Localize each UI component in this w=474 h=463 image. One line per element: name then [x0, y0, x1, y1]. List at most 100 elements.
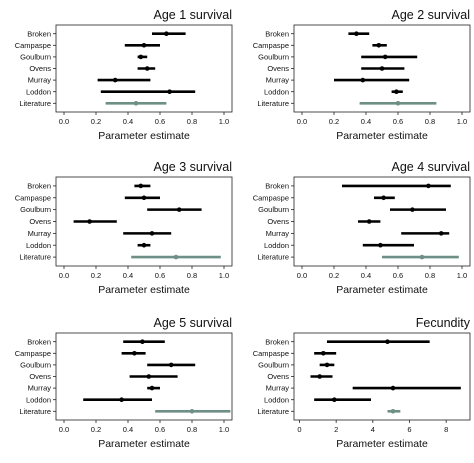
estimate-point-goulburn	[324, 362, 330, 368]
category-label: Literature	[257, 99, 289, 108]
x-tick-label: 0.8	[425, 271, 435, 280]
panel-title: Age 1 survival	[153, 8, 232, 22]
category-label: Goulburn	[258, 361, 289, 370]
estimate-point-campaspe	[381, 195, 386, 201]
category-label: Literature	[257, 407, 289, 416]
category-label: Literature	[19, 407, 51, 416]
estimate-point-literature	[189, 409, 195, 414]
x-tick-label: 0.6	[393, 271, 403, 280]
plot-frame	[293, 176, 471, 267]
estimate-point-ovens	[379, 66, 385, 71]
category-label: Loddon	[26, 395, 51, 404]
x-tick-label: 0.8	[425, 117, 435, 126]
x-tick-label: 0.4	[361, 117, 371, 126]
x-tick-label: 0.0	[297, 271, 307, 280]
category-label: Goulburn	[258, 53, 289, 62]
category-label: Ovens	[267, 372, 289, 381]
estimate-point-ovens	[87, 219, 92, 224]
category-label: Loddon	[26, 241, 51, 250]
x-tick-label: 0.2	[329, 117, 339, 126]
x-tick-label: 4	[371, 425, 375, 434]
category-label: Ovens	[267, 64, 289, 73]
estimate-point-goulburn	[382, 54, 388, 60]
panel-6: Fecundity Broken Campaspe Goulburn Ovens Murr…	[253, 316, 471, 450]
x-axis-label: Parameter estimate	[336, 130, 428, 142]
estimate-point-broken	[385, 339, 390, 345]
estimate-point-loddon	[119, 397, 124, 403]
category-label: Goulburn	[258, 205, 289, 214]
estimate-point-literature	[395, 101, 401, 106]
estimate-point-ovens	[366, 219, 372, 224]
x-tick-label: 1.0	[219, 117, 229, 126]
panel-4: Age 4 survival Broken Campaspe Goulburn Oven…	[253, 160, 471, 296]
estimate-point-murray	[438, 231, 444, 236]
x-tick-label: 1.0	[219, 271, 229, 280]
panel-3: Age 3 survival Broken Campaspe Goulburn Oven…	[15, 160, 233, 296]
estimate-point-ovens	[146, 374, 152, 379]
estimate-point-loddon	[378, 242, 383, 248]
x-tick-label: 0.6	[155, 271, 165, 280]
x-tick-label: 8	[444, 425, 448, 434]
category-label: Campaspe	[253, 41, 289, 50]
x-tick-label: 0.2	[91, 271, 101, 280]
x-tick-label: 0.0	[297, 117, 307, 126]
estimate-point-literature	[419, 254, 425, 260]
category-label: Campaspe	[15, 349, 51, 358]
x-tick-label: 0.4	[123, 425, 133, 434]
category-label: Literature	[19, 253, 51, 262]
category-label: Murray	[28, 384, 52, 393]
panel-1: Age 1 survival Broken Campaspe Goulburn Oven…	[15, 8, 233, 142]
x-tick-label: 0.0	[59, 425, 69, 434]
estimate-point-murray	[149, 385, 155, 391]
estimate-point-literature	[133, 101, 139, 106]
panel-title: Fecundity	[416, 316, 471, 330]
x-tick-label: 0.6	[155, 117, 165, 126]
estimate-point-campaspe	[132, 351, 137, 356]
category-label: Broken	[265, 182, 289, 191]
x-tick-label: 0.8	[187, 117, 197, 126]
x-tick-label: 0.4	[123, 117, 133, 126]
estimate-point-loddon	[141, 242, 147, 248]
panel-title: Age 4 survival	[391, 160, 470, 174]
estimate-point-loddon	[167, 89, 172, 94]
category-label: Murray	[266, 229, 290, 238]
estimate-point-literature	[173, 254, 179, 260]
x-tick-label: 0.2	[329, 271, 339, 280]
estimate-point-broken	[426, 183, 431, 189]
estimate-point-campaspe	[141, 43, 147, 48]
category-label: Loddon	[26, 87, 51, 96]
category-label: Campaspe	[15, 41, 51, 50]
category-label: Goulburn	[20, 205, 51, 214]
x-tick-label: 0.6	[393, 117, 403, 126]
category-label: Murray	[28, 229, 52, 238]
category-label: Broken	[27, 337, 51, 346]
panel-title: Age 3 survival	[153, 160, 232, 174]
estimate-point-campaspe	[376, 43, 382, 48]
x-axis-label: Parameter estimate	[98, 438, 190, 450]
category-label: Ovens	[267, 217, 289, 226]
x-axis-label: Parameter estimate	[336, 438, 428, 450]
category-label: Ovens	[29, 372, 51, 381]
category-label: Loddon	[264, 87, 289, 96]
x-tick-label: 0.4	[361, 271, 371, 280]
estimate-point-murray	[360, 77, 366, 83]
x-tick-label: 1.0	[457, 271, 467, 280]
category-label: Loddon	[264, 241, 289, 250]
estimate-point-ovens	[317, 374, 322, 379]
category-label: Loddon	[264, 395, 289, 404]
x-tick-label: 0.6	[155, 425, 165, 434]
category-label: Murray	[266, 76, 290, 85]
estimate-point-broken	[140, 339, 145, 345]
category-label: Ovens	[29, 217, 51, 226]
category-label: Broken	[265, 29, 289, 38]
category-label: Campaspe	[15, 193, 51, 202]
category-label: Goulburn	[20, 53, 51, 62]
x-axis-label: Parameter estimate	[98, 284, 190, 296]
estimate-point-loddon	[332, 397, 337, 403]
estimate-point-ovens	[144, 66, 150, 71]
estimate-point-campaspe	[321, 351, 326, 356]
category-label: Broken	[27, 182, 51, 191]
category-label: Goulburn	[20, 361, 51, 370]
panel-5: Age 5 survival Broken Campaspe Goulburn Oven…	[15, 316, 233, 450]
